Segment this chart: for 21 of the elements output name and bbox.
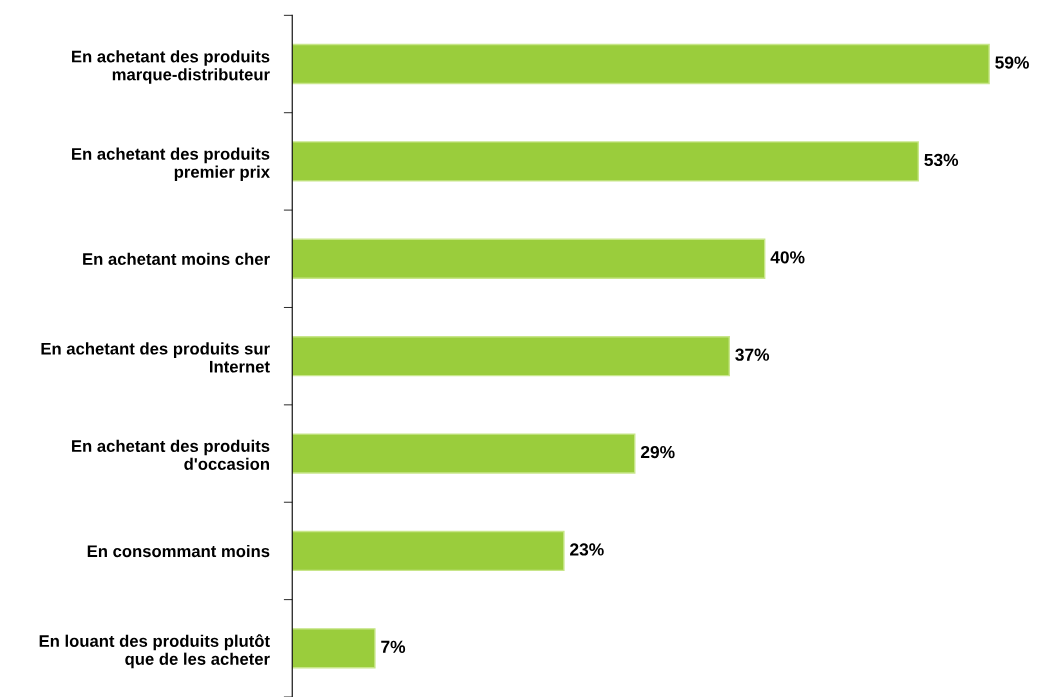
data-label: 7% (381, 640, 406, 653)
data-label: 53% (924, 153, 959, 167)
bar (292, 628, 376, 669)
data-label: 40% (770, 251, 805, 264)
bar (292, 141, 919, 182)
data-label: 29% (640, 445, 675, 459)
y-tick-label: En achetant des produits premier prix (72, 147, 270, 182)
y-tick-label: En achetant moins cher (83, 252, 270, 265)
y-tick-label: En achetant des produits sur Internet (41, 342, 270, 373)
data-label: 59% (995, 56, 1029, 69)
data-label: 23% (570, 543, 604, 556)
bar (292, 335, 730, 377)
bar (292, 530, 565, 572)
y-tick-label: En consommant moins (87, 544, 270, 558)
y-tick-label: En achetant des produits marque-distributeur (72, 50, 270, 84)
y-tick-label: En achetant des produits d'occasion (72, 439, 270, 470)
bar (292, 238, 766, 279)
y-tick-label: En louant des produits plutôt que de les acheter (39, 634, 270, 669)
bar (292, 43, 990, 85)
data-label: 37% (735, 348, 770, 361)
bar (292, 433, 636, 474)
